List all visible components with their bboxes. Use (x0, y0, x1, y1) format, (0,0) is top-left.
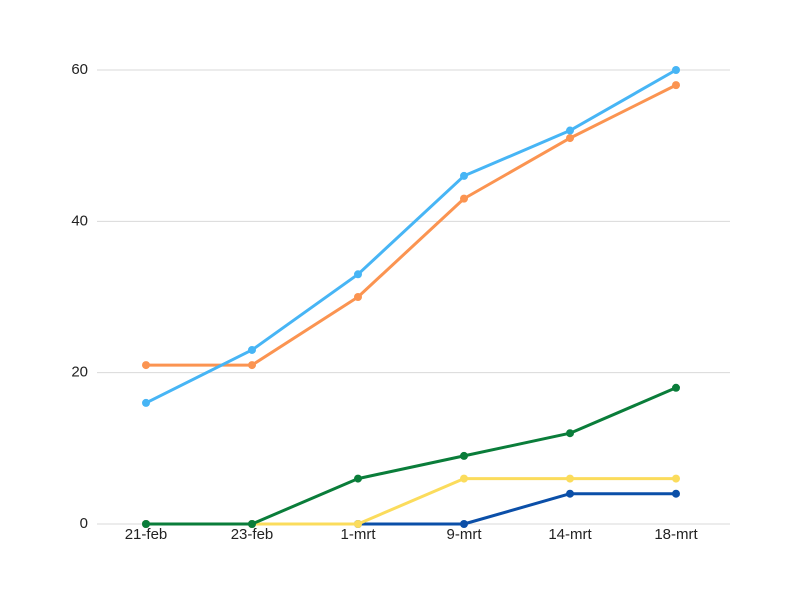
data-point (566, 126, 574, 135)
data-point (460, 171, 468, 180)
data-point (354, 270, 362, 279)
series-line (145, 68, 677, 405)
y-tick-label: 60 (71, 61, 88, 78)
data-point (672, 474, 680, 483)
data-point (672, 81, 680, 90)
series-line (146, 83, 677, 367)
data-point (248, 345, 256, 354)
x-tick-label: 14-mrt (548, 526, 592, 543)
series-line (146, 477, 676, 526)
y-tick-label: 40 (71, 212, 88, 229)
data-point (354, 293, 362, 301)
data-point (142, 398, 150, 407)
data-point (142, 361, 150, 370)
data-point (354, 474, 362, 483)
x-tick-label: 23-feb (231, 526, 274, 543)
data-point (672, 66, 680, 74)
x-tick-label: 18-mrt (654, 526, 698, 543)
data-point (672, 489, 680, 498)
series-line (146, 386, 677, 526)
x-tick-label: 9-mrt (447, 526, 483, 543)
data-point (566, 489, 574, 498)
y-tick-label: 20 (71, 364, 88, 381)
data-point (142, 520, 150, 528)
data-point (566, 429, 574, 438)
data-point (354, 520, 362, 528)
data-point (248, 361, 256, 370)
data-point (566, 474, 574, 483)
x-tick-label: 21-feb (125, 526, 168, 543)
data-point (460, 520, 468, 528)
y-tick-label: 0 (80, 515, 88, 532)
data-point (460, 194, 468, 203)
series-line (146, 492, 676, 526)
data-point (460, 451, 468, 460)
data-point (672, 383, 680, 392)
data-point (566, 134, 574, 143)
data-point (248, 520, 256, 528)
x-tick-label: 1-mrt (341, 526, 377, 543)
data-point (460, 474, 468, 483)
